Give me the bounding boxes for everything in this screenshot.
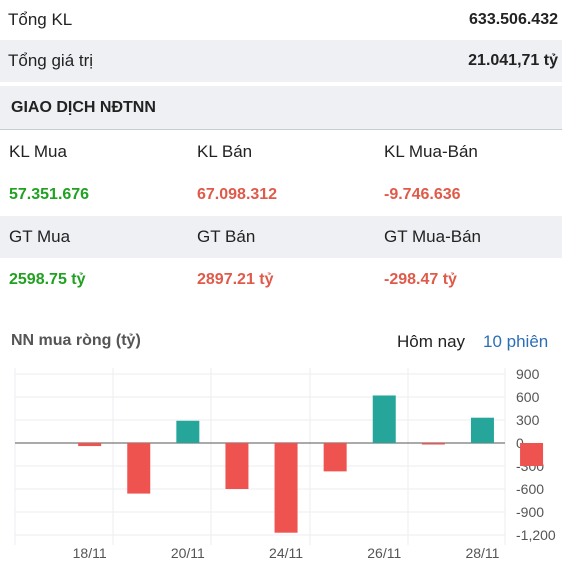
gt-buy-value: 2598.75 tỷ	[9, 271, 86, 288]
gt-labels-row: GT Mua GT Bán GT Mua-Bán	[0, 216, 562, 258]
y-tick-label: 600	[516, 389, 540, 405]
bar-28/11[interactable]	[470, 417, 494, 443]
total-value-row: Tổng giá trị 21.041,71 tỷ	[0, 40, 562, 82]
kl-sell-value: 67.098.312	[197, 186, 278, 203]
net-buy-chart: 9006003000-300-600-900-1,20018/1120/1124…	[14, 366, 556, 561]
total-volume-row: Tổng KL 633.506.432	[0, 0, 562, 40]
y-tick-label: 900	[516, 366, 540, 382]
foreign-trading-title: GIAO DỊCH NĐTNN	[0, 86, 562, 130]
tab-today[interactable]: Hôm nay	[397, 332, 466, 351]
gt-buy-label: GT Mua	[9, 227, 71, 246]
gt-sell-label: GT Bán	[197, 227, 256, 246]
bar-18/11[interactable]	[78, 443, 102, 447]
chart-header: NN mua ròng (tỷ) Hôm nay 10 phiên	[0, 328, 562, 356]
kl-labels-row: KL Mua KL Bán KL Mua-Bán	[0, 131, 562, 173]
bar-24/11[interactable]	[274, 443, 298, 533]
kl-net-label: KL Mua-Bán	[384, 142, 478, 161]
kl-sell-label: KL Bán	[197, 142, 253, 161]
kl-buy-value: 57.351.676	[9, 186, 90, 203]
kl-values-row: 57.351.676 67.098.312 -9.746.636	[0, 174, 562, 216]
y-tick-label: 300	[516, 412, 540, 428]
gt-net-value: -298.47 tỷ	[384, 271, 457, 288]
bar-20/11[interactable]	[176, 420, 200, 443]
y-tick-label: -1,200	[516, 527, 556, 543]
x-tick-label: 26/11	[367, 545, 401, 561]
kl-buy-label: KL Mua	[9, 142, 67, 161]
kl-net-value: -9.746.636	[384, 186, 461, 203]
gt-values-row: 2598.75 tỷ 2897.21 tỷ -298.47 tỷ	[0, 259, 562, 301]
x-tick-label: 20/11	[171, 545, 205, 561]
bar-21/11[interactable]	[225, 443, 249, 489]
bar-27/11[interactable]	[421, 443, 445, 445]
y-tick-label: -900	[516, 504, 544, 520]
y-tick-label: 0	[516, 435, 524, 451]
gt-sell-value: 2897.21 tỷ	[197, 271, 274, 288]
total-volume-value: 633.506.432	[469, 11, 558, 28]
x-tick-label: 24/11	[269, 545, 303, 561]
gt-net-label: GT Mua-Bán	[384, 227, 482, 246]
x-tick-label: 28/11	[465, 545, 499, 561]
y-tick-label: -600	[516, 481, 544, 497]
bar-01/12[interactable]	[520, 443, 544, 466]
total-value-value: 21.041,71 tỷ	[468, 52, 558, 69]
chart-title: NN mua ròng (tỷ)	[11, 332, 141, 349]
total-value-label: Tổng giá trị	[8, 51, 94, 70]
bar-25/11[interactable]	[323, 443, 347, 472]
tab-10-sessions[interactable]: 10 phiên	[483, 332, 549, 351]
x-tick-label: 18/11	[73, 545, 107, 561]
bar-26/11[interactable]	[372, 395, 396, 443]
total-volume-label: Tổng KL	[8, 10, 73, 29]
bar-19/11[interactable]	[127, 443, 151, 494]
